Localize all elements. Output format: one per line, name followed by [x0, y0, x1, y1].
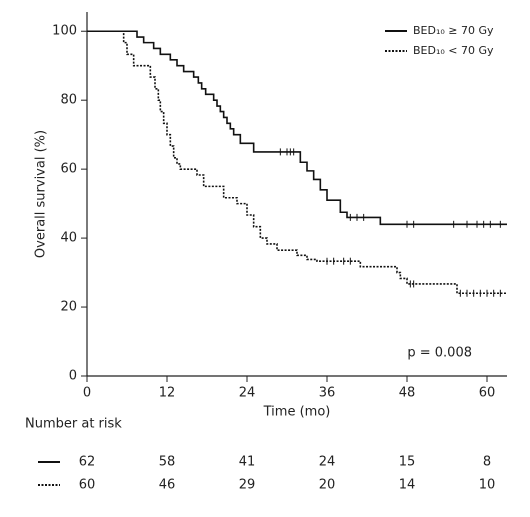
risk-count: 14: [399, 478, 416, 493]
risk-count: 46: [159, 478, 176, 493]
x-tick-label: 12: [159, 386, 176, 401]
legend-label: BED₁₀ ≥ 70 Gy: [413, 24, 494, 37]
x-tick-label: 36: [319, 386, 336, 401]
risk-table-title: Number at risk: [25, 417, 122, 432]
survival-curve: [87, 30, 507, 226]
x-tick-label: 48: [399, 386, 416, 401]
risk-count: 41: [239, 455, 256, 470]
risk-count: 10: [479, 478, 496, 493]
y-axis-title: Overall survival (%): [34, 130, 49, 258]
y-tick-label: 40: [60, 231, 77, 246]
x-tick-label: 60: [479, 386, 496, 401]
risk-count: 58: [159, 455, 176, 470]
y-tick-label: 100: [52, 24, 77, 39]
x-axis-title: Time (mo): [263, 405, 331, 420]
survival-curve: [87, 30, 507, 295]
y-tick-label: 80: [60, 93, 77, 108]
x-tick-label: 0: [83, 386, 91, 401]
risk-count: 8: [483, 455, 491, 470]
y-tick-label: 60: [60, 162, 77, 177]
annotation: p = 0.008: [407, 346, 472, 361]
risk-count: 24: [319, 455, 336, 470]
risk-count: 29: [239, 478, 256, 493]
x-tick-label: 24: [239, 386, 256, 401]
y-tick-label: 0: [69, 369, 77, 384]
y-tick-label: 20: [60, 300, 77, 315]
risk-count: 15: [399, 455, 416, 470]
risk-count: 20: [319, 478, 336, 493]
legend-label: BED₁₀ < 70 Gy: [413, 44, 494, 57]
risk-count: 60: [79, 478, 96, 493]
risk-count: 62: [79, 455, 96, 470]
